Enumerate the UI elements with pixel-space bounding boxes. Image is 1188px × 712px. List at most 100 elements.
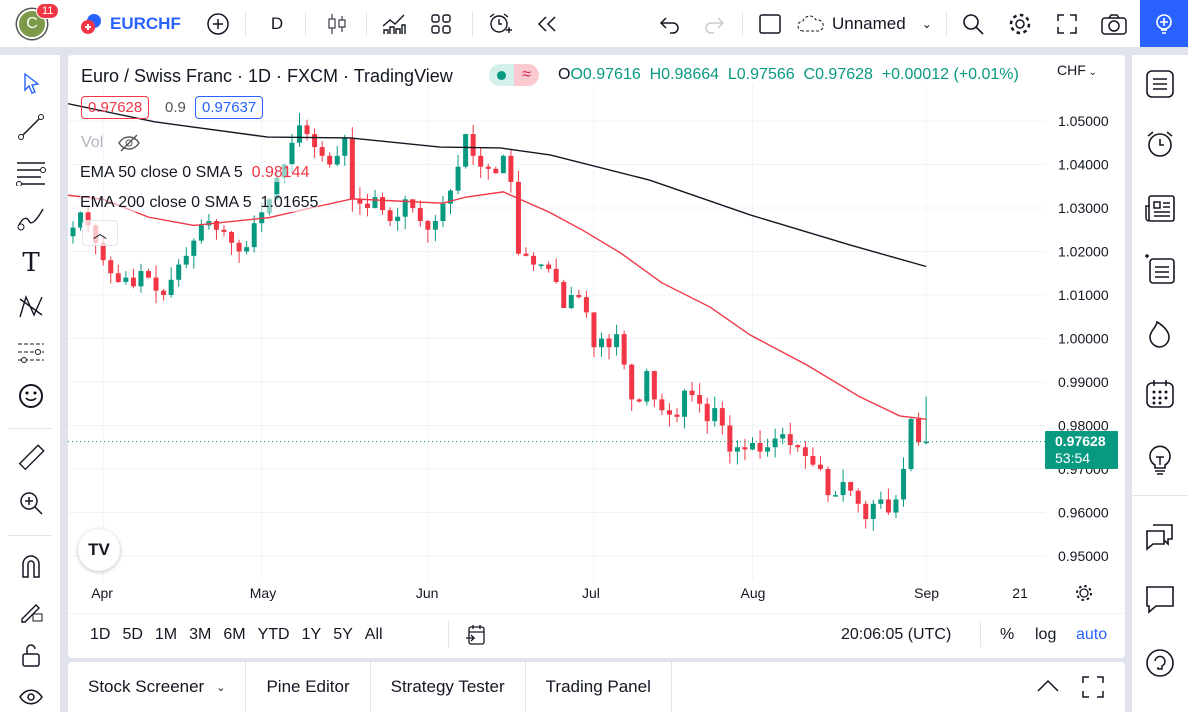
tab-pine-editor[interactable]: Pine Editor — [246, 662, 371, 712]
ema50-legend[interactable]: EMA 50 close 0 SMA 5 0.98144 — [80, 164, 310, 182]
collapse-legend-chevron-icon[interactable]: ︿ — [82, 220, 118, 246]
candle-body — [515, 181, 521, 254]
settings-gear-icon[interactable] — [1005, 0, 1035, 47]
chart-pane[interactable]: 1.05000 1.04000 1.03000 1.02000 1.01000 1.000… — [68, 55, 1125, 658]
time-tick-label: Sep — [914, 585, 939, 601]
candle-body — [417, 208, 423, 222]
axis-settings-gear-icon[interactable] — [1074, 583, 1094, 603]
candle-body — [689, 390, 695, 396]
percent-toggle[interactable]: % — [1000, 626, 1015, 643]
candle-body — [138, 271, 144, 287]
time-tick-label: Apr — [91, 585, 113, 601]
cursor-icon[interactable] — [14, 68, 48, 98]
tradingview-logo[interactable]: TV — [78, 529, 120, 571]
range-1m[interactable]: 1M — [154, 626, 178, 643]
data-window-icon[interactable] — [1142, 251, 1178, 287]
range-1d[interactable]: 1D — [90, 626, 111, 643]
price-chart[interactable]: 1.05000 1.04000 1.03000 1.02000 1.01000 1.000… — [68, 55, 1125, 658]
candle-body — [146, 271, 151, 278]
sell-button[interactable]: 0.97628 — [81, 96, 150, 119]
currency-selector[interactable]: CHF ⌄ — [1057, 62, 1097, 78]
volume-legend[interactable]: Vol — [81, 134, 141, 152]
candle-body — [531, 255, 537, 265]
interval-button[interactable]: D — [270, 13, 284, 33]
search-icon[interactable] — [958, 0, 988, 47]
layouts-icon[interactable] — [425, 0, 457, 47]
watchlist-icon[interactable] — [1142, 66, 1178, 102]
fullscreen-icon[interactable] — [1052, 0, 1082, 47]
redo-icon[interactable] — [700, 0, 730, 47]
layout-name-button[interactable]: Unnamed ⌄ — [796, 0, 932, 47]
candles-icon[interactable] — [322, 0, 352, 47]
range-1y[interactable]: 1Y — [301, 626, 322, 643]
buy-button[interactable]: 0.97637 — [195, 96, 264, 119]
indicators-icon[interactable] — [378, 0, 410, 47]
chats-icon[interactable] — [1142, 518, 1178, 554]
chat-icon[interactable] — [1142, 581, 1178, 617]
lock-drawing-icon[interactable] — [14, 595, 48, 625]
range-ytd[interactable]: YTD — [257, 626, 290, 643]
lock-icon[interactable] — [14, 640, 48, 670]
top-toolbar: C 11 EURCHF D Unnamed ⌄ — [0, 0, 1188, 47]
fullscreen-select-icon[interactable] — [756, 0, 784, 47]
tab-trading-panel[interactable]: Trading Panel — [526, 662, 672, 712]
goto-date-icon[interactable] — [465, 624, 487, 646]
tab-stock-screener[interactable]: Stock Screener ⌄ — [68, 662, 247, 712]
log-toggle[interactable]: log — [1035, 626, 1057, 643]
close-value: C0.97628 — [803, 66, 873, 83]
brush-icon[interactable] — [14, 203, 48, 233]
prediction-icon[interactable] — [14, 337, 48, 367]
user-avatar[interactable]: C 11 — [14, 0, 60, 47]
market-status[interactable]: ≈ — [489, 64, 539, 86]
ideas-lightbulb-icon[interactable] — [1142, 441, 1178, 477]
range-3m[interactable]: 3M — [189, 626, 212, 643]
candle-body — [115, 273, 121, 282]
candle-body — [893, 499, 899, 513]
symbol-search[interactable]: EURCHF — [80, 0, 181, 47]
auto-scale-toggle[interactable]: auto — [1076, 626, 1108, 643]
range-all[interactable]: All — [364, 626, 383, 643]
ema200-legend[interactable]: EMA 200 close 0 SMA 5 1.01655 — [80, 194, 319, 212]
eye-icon[interactable] — [14, 682, 48, 712]
price-tick-label: 0.99000 — [1058, 374, 1109, 390]
zoom-in-icon[interactable] — [14, 488, 48, 518]
compare-add-icon[interactable] — [203, 0, 233, 47]
publish-idea-icon[interactable] — [1140, 0, 1188, 47]
maximize-panel-icon[interactable] — [1082, 676, 1104, 698]
undo-icon[interactable] — [654, 0, 684, 47]
hotlists-flame-icon[interactable] — [1142, 316, 1178, 352]
candle-body — [440, 203, 446, 222]
expand-panel-chevron-up-icon[interactable] — [1036, 676, 1060, 696]
candle-body — [274, 177, 280, 200]
ruler-icon[interactable] — [14, 443, 48, 473]
alarm-icon[interactable] — [1142, 126, 1178, 162]
range-5d[interactable]: 5D — [122, 626, 143, 643]
candle-body — [176, 264, 182, 280]
candle-body — [682, 390, 688, 417]
price-tick-label: 0.98000 — [1058, 418, 1109, 434]
smiley-icon[interactable] — [14, 381, 48, 411]
range-6m[interactable]: 6M — [223, 626, 246, 643]
calendar-icon[interactable] — [1142, 376, 1178, 412]
candle-body — [621, 334, 627, 365]
magnet-icon[interactable] — [14, 551, 48, 581]
hidden-eye-icon[interactable] — [117, 134, 141, 152]
spread-value: 0.9 — [165, 99, 186, 116]
candle-body — [863, 503, 869, 520]
clock-timezone[interactable]: 20:06:05 (UTC) — [841, 626, 952, 643]
text-tool-icon[interactable]: T — [22, 248, 40, 278]
range-5y[interactable]: 5Y — [333, 626, 353, 643]
candle-body — [85, 212, 91, 226]
camera-icon[interactable] — [1098, 0, 1130, 47]
candle-body — [297, 125, 302, 143]
replay-icon[interactable] — [532, 0, 562, 47]
candle-body — [795, 445, 801, 448]
news-icon[interactable] — [1142, 191, 1178, 227]
low-value: L0.97566 — [727, 66, 795, 83]
alert-add-icon[interactable] — [484, 0, 516, 47]
tab-strategy-tester[interactable]: Strategy Tester — [371, 662, 526, 712]
trend-line-icon[interactable] — [14, 112, 48, 142]
pattern-icon[interactable] — [14, 292, 48, 322]
help-icon[interactable] — [1142, 645, 1178, 681]
fib-retracement-icon[interactable] — [14, 158, 48, 188]
